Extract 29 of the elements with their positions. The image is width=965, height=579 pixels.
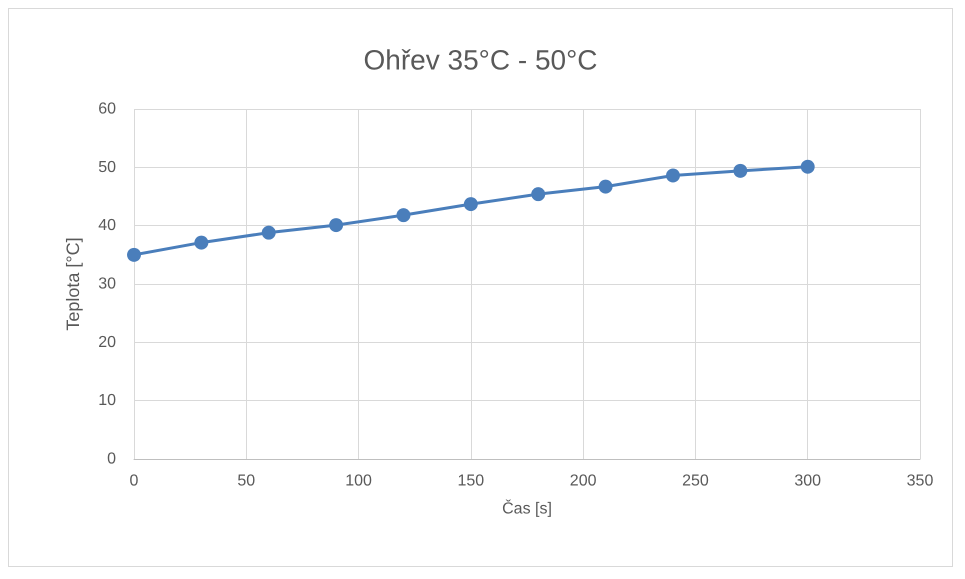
y-tick-label: 10 [98, 392, 116, 410]
x-tick-label: 0 [130, 472, 139, 490]
y-tick-label: 20 [98, 334, 116, 351]
point [262, 226, 276, 240]
x-tick-label: 250 [682, 472, 709, 490]
x-tick-label: 100 [345, 472, 372, 490]
point [194, 236, 208, 250]
point [464, 197, 478, 212]
x-tick-label: 200 [570, 472, 597, 490]
point [733, 164, 748, 178]
x-tick-label: 350 [906, 472, 934, 490]
y-tick-label: 0 [107, 450, 116, 468]
x-tick-label: 300 [794, 472, 822, 490]
y-axis-title: Teplota [°C] [63, 237, 83, 331]
y-tick-label: 60 [98, 100, 116, 118]
y-tick-label: 50 [98, 158, 116, 176]
point [531, 187, 546, 202]
y-tick-label: 30 [98, 276, 116, 292]
point [329, 218, 344, 232]
x-tick-label: 50 [237, 472, 256, 490]
chart-title: Ohřev 35°C - 50°C [363, 44, 598, 76]
y-tick-label: 40 [98, 217, 116, 234]
x-axis-title: Čas [s] [502, 500, 552, 518]
point [396, 208, 410, 222]
point [127, 248, 141, 262]
point [598, 180, 613, 194]
point [800, 160, 815, 174]
point [666, 168, 680, 182]
x-tick-label: 150 [458, 472, 484, 490]
